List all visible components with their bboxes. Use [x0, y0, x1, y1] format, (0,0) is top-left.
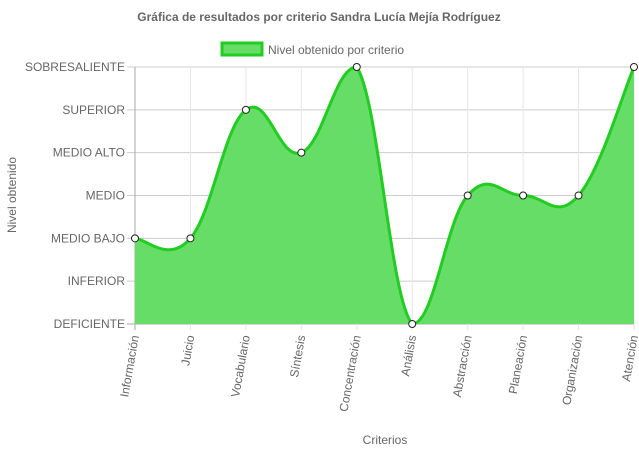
y-tick-label: MEDIO ALTO — [53, 146, 125, 160]
legend-swatch — [220, 41, 264, 57]
x-tick-label: Síntesis — [287, 334, 308, 378]
x-tick-label: Vocabulario — [228, 334, 253, 399]
data-point — [297, 148, 306, 157]
x-tick-label: Juicio — [178, 334, 197, 367]
y-axis-label: Nivel obtenido — [5, 157, 19, 233]
x-axis-label: Criterios — [363, 433, 408, 447]
chart-title: Gráfica de resultados por criterio Sandr… — [137, 10, 500, 24]
y-tick-label: SUPERIOR — [62, 103, 125, 117]
x-axis: Información Juicio Vocabulario Síntesis Conc… — [117, 334, 639, 413]
y-axis: DEFICIENTE INFERIOR MEDIO BAJO MEDIO MEDIO A… — [25, 60, 125, 331]
x-tick-label: Organización — [559, 334, 585, 406]
y-tick-label: DEFICIENTE — [54, 317, 125, 331]
data-point — [463, 191, 472, 200]
data-point — [186, 234, 195, 243]
x-tick-label: Abstracción — [450, 334, 475, 398]
y-tick-label: INFERIOR — [68, 274, 126, 288]
data-point — [630, 63, 638, 71]
x-tick-label: Análisis — [398, 334, 419, 377]
data-point — [131, 234, 139, 243]
series-line — [134, 65, 636, 326]
data-point — [241, 105, 250, 114]
y-tick-label: SOBRESALIENTE — [25, 60, 125, 74]
legend[interactable]: Nivel obtenido por criterio — [220, 41, 404, 57]
x-tick-label: Información — [117, 334, 142, 398]
x-tick-label: Atención — [619, 334, 639, 382]
data-point — [574, 191, 583, 200]
data-point — [408, 320, 417, 328]
data-point — [352, 63, 361, 71]
y-tick-label: MEDIO — [86, 189, 125, 203]
series-area — [135, 67, 634, 324]
y-tick-label: MEDIO BAJO — [51, 231, 125, 245]
x-tick-label: Planeación — [506, 334, 530, 395]
data-point — [519, 191, 528, 200]
legend-label: Nivel obtenido por criterio — [268, 43, 404, 57]
data-points — [131, 63, 638, 328]
x-tick-label: Concentración — [337, 334, 364, 413]
